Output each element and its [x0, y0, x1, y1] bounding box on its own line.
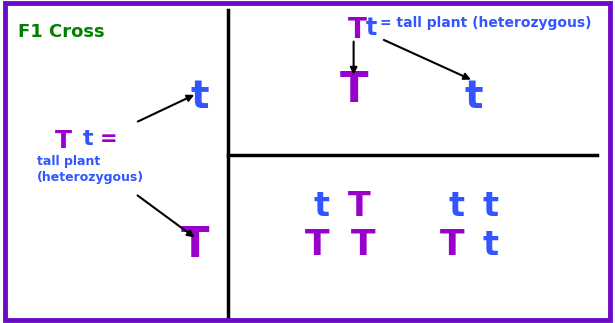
Text: t: t: [191, 78, 209, 116]
Text: t: t: [448, 190, 464, 223]
Text: T: T: [440, 228, 464, 263]
Text: =: =: [100, 129, 118, 149]
Text: t: t: [83, 129, 93, 149]
Text: T: T: [181, 224, 209, 266]
Text: = tall plant (heterozygous): = tall plant (heterozygous): [380, 16, 592, 30]
Text: T: T: [55, 129, 73, 153]
Text: T: T: [347, 190, 370, 223]
Text: T: T: [339, 69, 368, 111]
Text: t: t: [483, 190, 499, 223]
Text: t: t: [366, 16, 377, 40]
Text: T: T: [304, 228, 329, 263]
Text: t: t: [313, 190, 329, 223]
Text: tall plant
(heterozygous): tall plant (heterozygous): [37, 155, 144, 184]
Text: T: T: [347, 16, 367, 44]
Text: T: T: [351, 228, 375, 263]
Text: F1 Cross: F1 Cross: [18, 23, 105, 41]
Text: t: t: [483, 229, 499, 262]
Text: t: t: [464, 78, 483, 116]
